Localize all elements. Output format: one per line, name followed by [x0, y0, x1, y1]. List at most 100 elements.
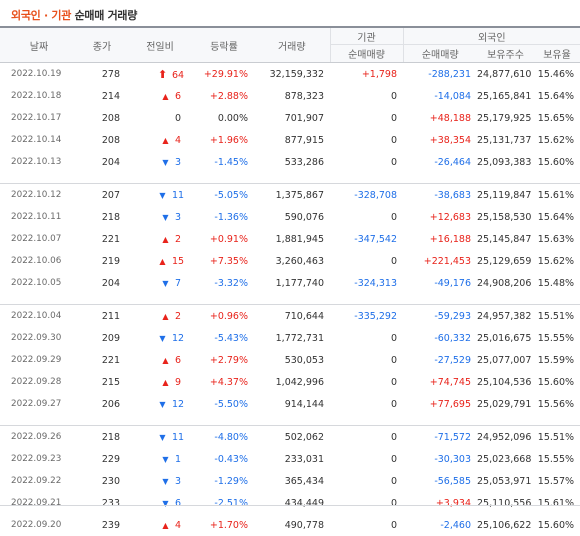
- row-date: 2022.10.04: [0, 305, 78, 327]
- header-close: 종가: [78, 27, 126, 63]
- row-volume: 1,881,945: [254, 228, 330, 250]
- row-change-value: 6: [175, 498, 181, 509]
- row-inst-net: 0: [330, 327, 403, 349]
- row-change: ▲4: [126, 514, 194, 536]
- row-foreign-ratio: 15.60%: [534, 514, 580, 536]
- row-volume: 878,323: [254, 85, 330, 107]
- down-triangle-icon: ▼: [158, 191, 167, 200]
- row-foreign-holdings: 25,129,659: [477, 250, 534, 272]
- down-triangle-icon: ▼: [161, 158, 170, 167]
- row-inst-net: 0: [330, 470, 403, 492]
- row-rate: -5.50%: [194, 393, 254, 415]
- row-change: ▼12: [126, 393, 194, 415]
- row-change-value: 6: [175, 355, 181, 366]
- up-triangle-icon: ▲: [161, 235, 170, 244]
- row-change: ▲4: [126, 129, 194, 151]
- row-foreign-holdings: 25,077,007: [477, 349, 534, 371]
- row-volume: 533,286: [254, 151, 330, 173]
- row-change: ▼1: [126, 448, 194, 470]
- row-rate: -1.29%: [194, 470, 254, 492]
- row-foreign-ratio: 15.55%: [534, 448, 580, 470]
- row-foreign-net: +221,453: [403, 250, 477, 272]
- table-header: 날짜 종가 전일비 등락률 거래량 기관 외국인 순매매량 순매매량 보유주수 …: [0, 27, 580, 63]
- row-close: 219: [78, 250, 126, 272]
- row-foreign-net: -38,683: [403, 184, 477, 206]
- row-change: ▲6: [126, 349, 194, 371]
- row-change-value: 11: [172, 190, 184, 201]
- row-foreign-net: -71,572: [403, 426, 477, 448]
- row-volume: 1,177,740: [254, 272, 330, 294]
- row-rate: -4.80%: [194, 426, 254, 448]
- row-foreign-net: +16,188: [403, 228, 477, 250]
- row-volume: 490,778: [254, 514, 330, 536]
- row-foreign-holdings: 24,877,610: [477, 63, 534, 86]
- row-date: 2022.09.28: [0, 371, 78, 393]
- row-volume: 1,042,996: [254, 371, 330, 393]
- up-triangle-icon: ▲: [161, 136, 170, 145]
- row-change-value: 2: [175, 311, 181, 322]
- down-triangle-icon: ▼: [161, 213, 170, 222]
- title-institution: 기관: [51, 9, 71, 22]
- title-foreign: 외국인: [11, 9, 40, 22]
- row-rate: +1.96%: [194, 129, 254, 151]
- header-foreign-ratio: 보유율: [534, 45, 580, 63]
- row-change: ▼11: [126, 426, 194, 448]
- row-inst-net: 0: [330, 129, 403, 151]
- row-rate: +1.70%: [194, 514, 254, 536]
- row-change-value: 64: [172, 70, 184, 81]
- row-foreign-ratio: 15.62%: [534, 250, 580, 272]
- down-triangle-icon: ▼: [161, 477, 170, 486]
- row-change-value: 12: [172, 333, 184, 344]
- row-volume: 502,062: [254, 426, 330, 448]
- row-foreign-holdings: 25,145,847: [477, 228, 534, 250]
- upper-limit-arrow-icon: ⬆: [158, 68, 167, 81]
- row-foreign-net: +74,745: [403, 371, 477, 393]
- row-foreign-ratio: 15.51%: [534, 426, 580, 448]
- row-change: ▼ 11: [126, 184, 194, 206]
- row-foreign-net: -30,303: [403, 448, 477, 470]
- row-foreign-net: +12,683: [403, 206, 477, 228]
- row-close: 215: [78, 371, 126, 393]
- row-volume: 1,375,867: [254, 184, 330, 206]
- row-close: 214: [78, 85, 126, 107]
- row-change-value: 1: [175, 454, 181, 465]
- row-rate: +7.35%: [194, 250, 254, 272]
- row-change: ▲15: [126, 250, 194, 272]
- row-close: 206: [78, 393, 126, 415]
- row-foreign-ratio: 15.46%: [534, 63, 580, 86]
- down-triangle-icon: ▼: [158, 433, 167, 442]
- row-inst-net: 0: [330, 349, 403, 371]
- row-change: ⬆ 64: [126, 63, 194, 86]
- group-spacer: [0, 294, 580, 305]
- row-inst-net: 0: [330, 250, 403, 272]
- row-foreign-net: -2,460: [403, 514, 477, 536]
- down-triangle-icon: ▼: [161, 455, 170, 464]
- row-date: 2022.10.06: [0, 250, 78, 272]
- row-foreign-net: -60,332: [403, 327, 477, 349]
- row-close: 208: [78, 129, 126, 151]
- table-bottom-divider: [0, 505, 580, 506]
- row-change-value: 9: [175, 377, 181, 388]
- row-close: 209: [78, 327, 126, 349]
- row-foreign-holdings: 25,119,847: [477, 184, 534, 206]
- row-close: 229: [78, 448, 126, 470]
- row-rate: -5.43%: [194, 327, 254, 349]
- row-foreign-holdings: 25,029,791: [477, 393, 534, 415]
- row-inst-net: +1,798: [330, 63, 403, 86]
- row-inst-net: 0: [330, 206, 403, 228]
- title-suffix: 순매매 거래량: [75, 9, 137, 22]
- row-date: 2022.09.22: [0, 470, 78, 492]
- row-rate: -3.32%: [194, 272, 254, 294]
- row-change: ▼3: [126, 206, 194, 228]
- row-foreign-holdings: 25,053,971: [477, 470, 534, 492]
- title-separator: ·: [44, 9, 48, 22]
